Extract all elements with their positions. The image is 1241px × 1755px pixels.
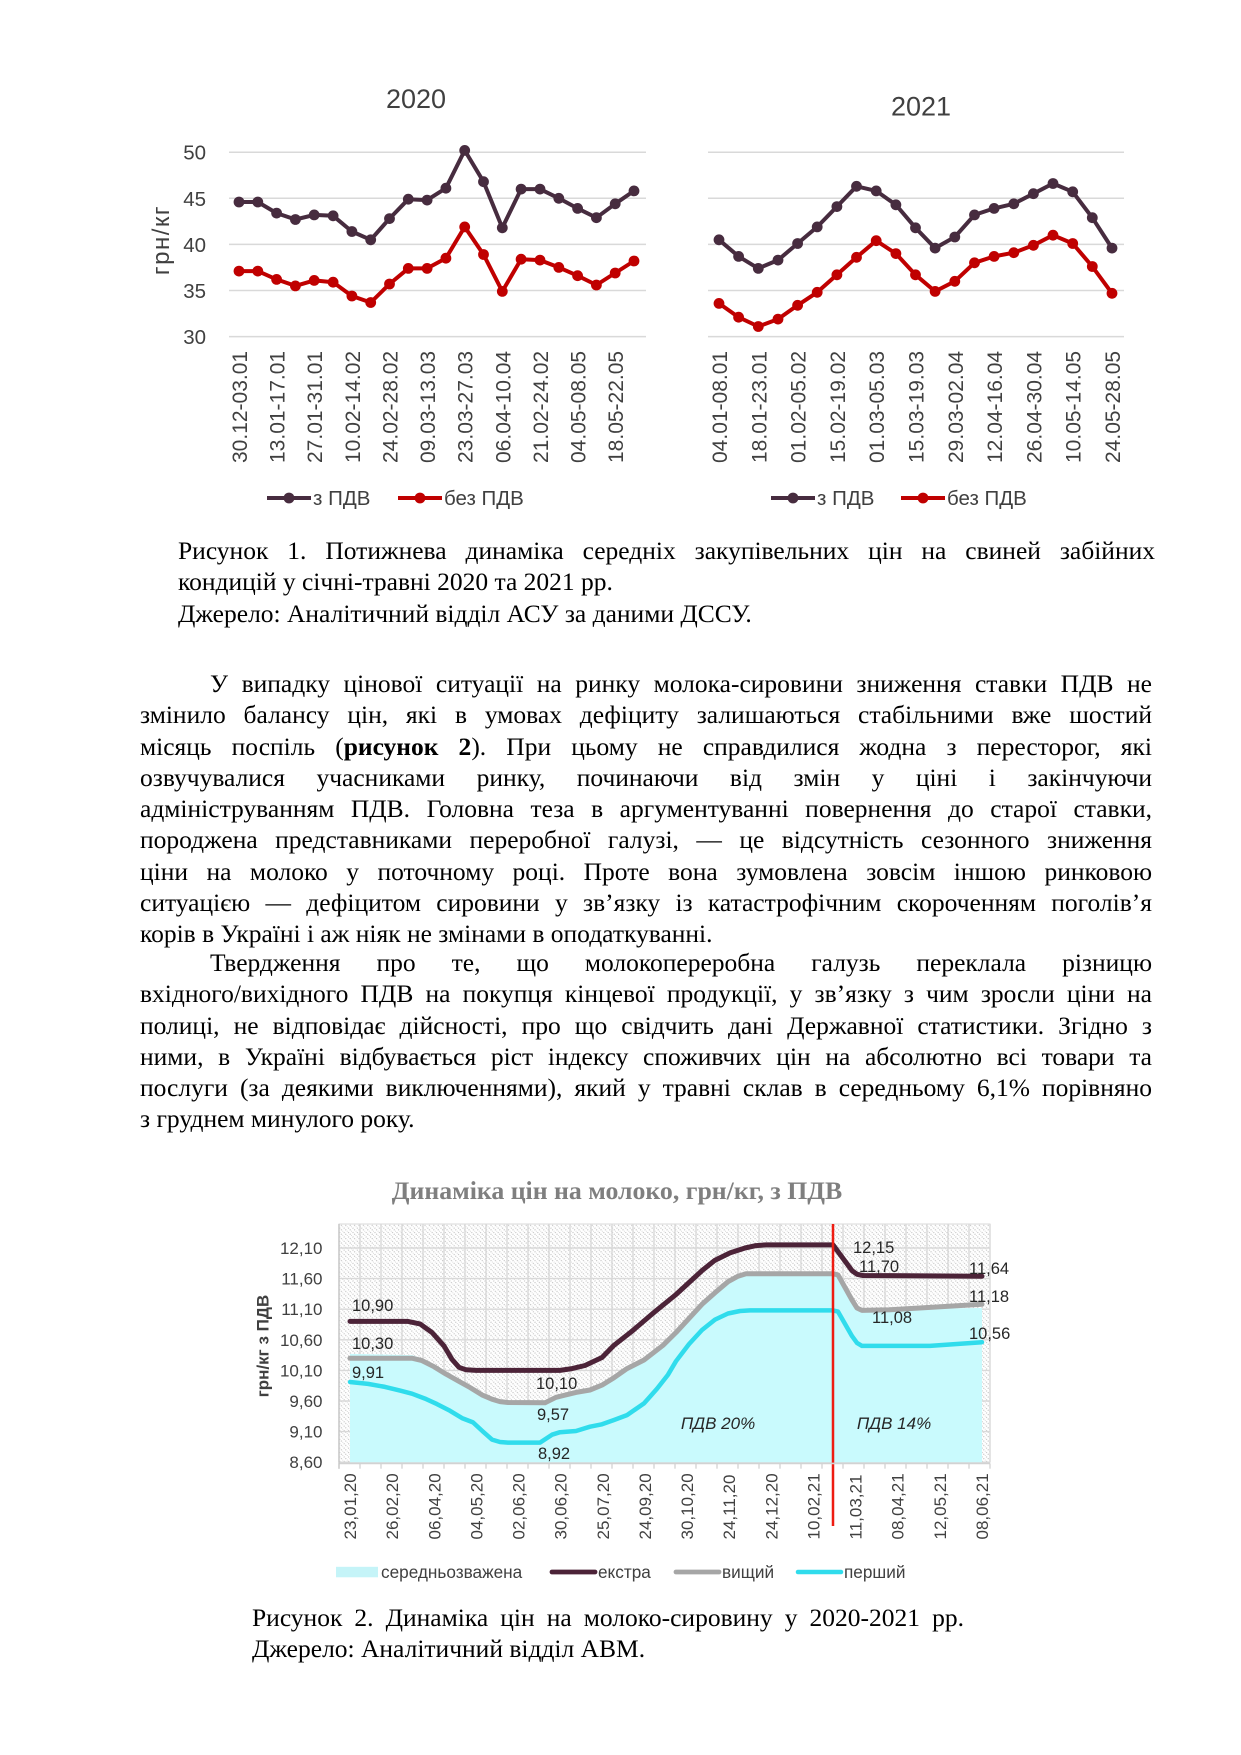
- svg-text:04,05,20: 04,05,20: [467, 1473, 486, 1539]
- svg-text:перший: перший: [844, 1562, 905, 1582]
- svg-text:9,57: 9,57: [537, 1406, 569, 1424]
- svg-text:23,01,20: 23,01,20: [341, 1473, 360, 1539]
- svg-text:04.01-08.01: 04.01-08.01: [709, 351, 732, 463]
- svg-text:06,04,20: 06,04,20: [425, 1473, 444, 1539]
- svg-text:9,10: 9,10: [289, 1423, 322, 1442]
- svg-text:11,03,21: 11,03,21: [847, 1475, 866, 1540]
- svg-text:середньозважена: середньозважена: [381, 1562, 523, 1582]
- svg-text:11,08: 11,08: [872, 1309, 912, 1327]
- svg-text:01.03-05.03: 01.03-05.03: [866, 351, 889, 463]
- svg-text:10,56: 10,56: [969, 1325, 1010, 1343]
- svg-text:26,02,20: 26,02,20: [383, 1473, 402, 1539]
- svg-text:35: 35: [183, 280, 206, 303]
- svg-text:30,10,20: 30,10,20: [678, 1473, 697, 1539]
- svg-text:25,07,20: 25,07,20: [594, 1473, 613, 1539]
- svg-text:21.02-24.02: 21.02-24.02: [530, 351, 553, 463]
- svg-text:18.05-22.05: 18.05-22.05: [605, 351, 628, 463]
- svg-text:8,60: 8,60: [289, 1453, 322, 1472]
- svg-text:грн/кг: грн/кг: [148, 205, 175, 275]
- svg-text:10,10: 10,10: [536, 1375, 577, 1393]
- svg-text:10,30: 10,30: [352, 1335, 393, 1353]
- svg-text:9,91: 9,91: [352, 1364, 384, 1382]
- svg-text:12,10: 12,10: [280, 1239, 323, 1258]
- svg-text:Динаміка цін на молоко, грн/кг: Динаміка цін на молоко, грн/кг, з ПДВ: [392, 1176, 842, 1205]
- svg-text:45: 45: [183, 188, 206, 211]
- svg-text:50: 50: [183, 142, 206, 165]
- svg-text:11,70: 11,70: [859, 1258, 899, 1276]
- svg-text:9,60: 9,60: [289, 1392, 322, 1411]
- svg-text:вищий: вищий: [722, 1562, 774, 1582]
- svg-text:без ПДВ: без ПДВ: [444, 487, 524, 510]
- svg-text:30: 30: [183, 326, 206, 349]
- svg-text:40: 40: [183, 234, 206, 257]
- svg-text:2020: 2020: [386, 84, 446, 114]
- svg-text:10.02-14.02: 10.02-14.02: [342, 351, 365, 463]
- svg-text:18.01-23.01: 18.01-23.01: [748, 351, 771, 463]
- svg-text:23.03-27.03: 23.03-27.03: [455, 351, 478, 463]
- svg-text:30.12-03.01: 30.12-03.01: [229, 351, 252, 463]
- svg-text:09.03-13.03: 09.03-13.03: [417, 351, 440, 463]
- svg-text:10,90: 10,90: [352, 1297, 393, 1315]
- svg-text:10.05-14.05: 10.05-14.05: [1063, 351, 1086, 463]
- svg-text:ПДВ 20%: ПДВ 20%: [681, 1414, 755, 1433]
- svg-text:екстра: екстра: [598, 1562, 651, 1582]
- svg-text:10,60: 10,60: [280, 1331, 323, 1350]
- svg-text:8,92: 8,92: [538, 1445, 570, 1463]
- svg-text:24,09,20: 24,09,20: [636, 1473, 655, 1539]
- svg-text:11,10: 11,10: [281, 1300, 322, 1319]
- svg-text:12,05,21: 12,05,21: [931, 1473, 950, 1539]
- svg-text:12.04-16.04: 12.04-16.04: [984, 351, 1007, 463]
- svg-text:24,11,20: 24,11,20: [720, 1475, 739, 1540]
- svg-text:11,60: 11,60: [281, 1270, 322, 1289]
- svg-text:24,12,20: 24,12,20: [762, 1473, 781, 1539]
- svg-text:29.03-02.04: 29.03-02.04: [945, 351, 968, 463]
- svg-text:15.02-19.02: 15.02-19.02: [827, 351, 850, 463]
- svg-text:грн/кг з ПДВ: грн/кг з ПДВ: [254, 1295, 273, 1398]
- svg-text:2021: 2021: [891, 92, 951, 122]
- svg-text:ПДВ 14%: ПДВ 14%: [857, 1414, 931, 1433]
- svg-text:08,06,21: 08,06,21: [973, 1473, 992, 1539]
- svg-text:02,06,20: 02,06,20: [510, 1473, 529, 1539]
- svg-text:01.02-05.02: 01.02-05.02: [788, 351, 811, 463]
- svg-text:без ПДВ: без ПДВ: [947, 487, 1027, 510]
- svg-text:11,64: 11,64: [969, 1260, 1009, 1278]
- svg-text:26.04-30.04: 26.04-30.04: [1023, 351, 1046, 463]
- svg-text:13.01-17.01: 13.01-17.01: [267, 351, 290, 463]
- svg-text:15.03-19.03: 15.03-19.03: [906, 351, 929, 463]
- svg-text:06.04-10.04: 06.04-10.04: [492, 351, 515, 463]
- svg-text:04.05-08.05: 04.05-08.05: [568, 351, 591, 463]
- svg-text:12,15: 12,15: [853, 1239, 894, 1257]
- svg-text:08,04,21: 08,04,21: [889, 1473, 908, 1539]
- svg-text:24.05-28.05: 24.05-28.05: [1102, 351, 1125, 463]
- svg-text:з ПДВ: з ПДВ: [817, 487, 874, 510]
- svg-text:27.01-31.01: 27.01-31.01: [304, 351, 327, 463]
- svg-text:10,10: 10,10: [280, 1361, 323, 1380]
- svg-text:30,06,20: 30,06,20: [552, 1473, 571, 1539]
- svg-text:10,02,21: 10,02,21: [804, 1473, 823, 1539]
- svg-text:з ПДВ: з ПДВ: [313, 487, 370, 510]
- svg-text:24.02-28.02: 24.02-28.02: [380, 351, 403, 463]
- svg-text:11,18: 11,18: [969, 1288, 1009, 1306]
